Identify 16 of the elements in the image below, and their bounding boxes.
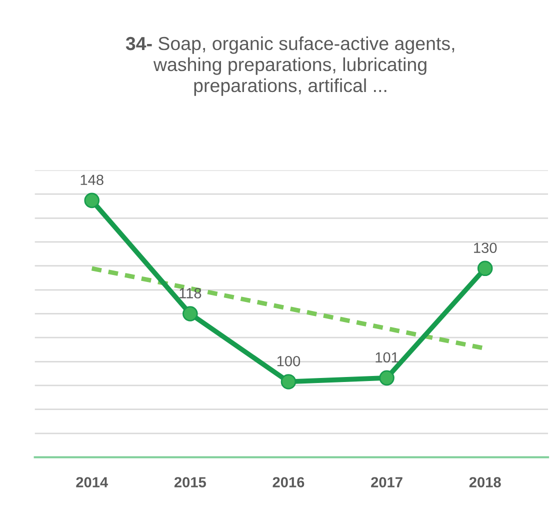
- x-tick-label: 2016: [272, 477, 304, 488]
- x-tick-label: 2014: [76, 477, 108, 488]
- x-tick-label: 2017: [371, 477, 402, 488]
- point: [477, 260, 493, 276]
- data-label: 100: [277, 356, 300, 366]
- point: [182, 306, 198, 322]
- data-label: 118: [180, 288, 202, 298]
- chart-title: 34- Soap, organic suface-active agents, washing preparations, lubricating preparations, artifical ...: [126, 36, 454, 96]
- data-label: 130: [474, 242, 497, 254]
- x-tick-label: 2018: [469, 477, 501, 488]
- data-label: 101: [376, 352, 398, 363]
- point: [84, 192, 100, 208]
- point: [379, 370, 394, 386]
- data-label: 148: [80, 174, 104, 186]
- point: [280, 374, 296, 390]
- x-tick-label: 2015: [174, 477, 206, 488]
